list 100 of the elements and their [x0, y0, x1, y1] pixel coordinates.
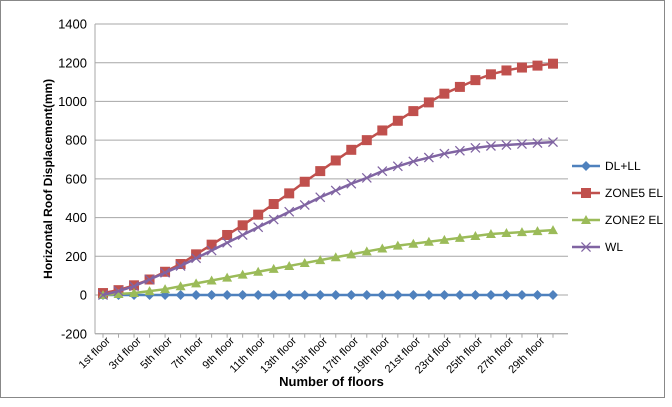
point	[362, 172, 372, 183]
point	[346, 290, 356, 300]
point	[129, 288, 140, 298]
point	[330, 290, 341, 300]
point	[346, 144, 356, 155]
point	[470, 75, 480, 86]
point	[501, 228, 512, 238]
point	[408, 106, 418, 116]
point	[501, 65, 512, 76]
point	[284, 290, 294, 300]
point	[268, 290, 279, 300]
point	[408, 156, 418, 166]
point	[377, 125, 388, 136]
point	[424, 97, 434, 108]
point	[424, 236, 434, 246]
point	[206, 275, 217, 284]
point	[253, 290, 264, 300]
point	[439, 290, 450, 300]
y-tick-label: 1400	[58, 16, 87, 32]
point	[470, 142, 480, 153]
y-tick-label: 200	[65, 248, 87, 264]
legend-label: WL	[605, 240, 624, 254]
point	[501, 290, 512, 300]
point	[238, 290, 248, 300]
point	[191, 290, 202, 300]
point	[330, 252, 341, 262]
point	[408, 238, 418, 248]
y-tick-label: 0	[80, 288, 87, 303]
point	[300, 258, 310, 268]
point	[222, 238, 232, 248]
y-tick-label: 600	[65, 171, 87, 186]
point	[392, 240, 403, 250]
point	[454, 232, 465, 242]
point	[300, 290, 310, 300]
legend-label: DL+LL	[605, 159, 642, 174]
point	[362, 135, 372, 146]
point	[300, 176, 310, 187]
point	[238, 220, 248, 230]
point	[284, 188, 294, 198]
point	[284, 260, 294, 270]
point	[176, 290, 186, 300]
point	[206, 245, 217, 256]
point	[362, 290, 372, 300]
point	[392, 116, 403, 126]
legend-label: ZONE5 EL	[605, 186, 664, 200]
point	[470, 290, 480, 300]
point	[439, 148, 450, 159]
point	[238, 270, 248, 279]
y-axis-title: Horizontal Roof Displacement(mm)	[41, 78, 55, 279]
point	[268, 214, 279, 224]
y-tick-label: 1000	[58, 94, 87, 109]
point	[548, 225, 558, 234]
point	[377, 166, 388, 176]
point	[253, 210, 264, 220]
point	[315, 290, 326, 300]
point	[486, 140, 496, 151]
point	[392, 290, 403, 300]
point	[486, 229, 496, 238]
point	[424, 152, 434, 163]
point	[206, 290, 217, 300]
point	[222, 272, 232, 282]
point	[268, 199, 279, 210]
point	[362, 246, 372, 256]
point	[454, 290, 465, 300]
point	[486, 69, 496, 80]
point	[222, 230, 232, 240]
point	[486, 290, 496, 300]
point	[238, 230, 248, 240]
point	[315, 255, 326, 264]
point	[377, 290, 388, 300]
point	[532, 290, 542, 300]
point	[470, 230, 480, 240]
point	[144, 286, 155, 296]
y-tick-label: 400	[65, 210, 87, 226]
point	[454, 82, 465, 92]
point	[516, 227, 527, 236]
point	[377, 244, 388, 253]
point	[160, 284, 170, 294]
point	[191, 253, 202, 264]
point	[454, 146, 465, 156]
point	[253, 266, 264, 276]
point	[300, 200, 310, 210]
point	[439, 88, 450, 99]
point	[548, 290, 558, 300]
point	[346, 249, 356, 258]
point	[191, 278, 202, 288]
point	[330, 185, 341, 196]
point	[222, 290, 232, 300]
point	[516, 62, 527, 73]
y-tick-label: 800	[65, 132, 87, 148]
x-axis-title: Number of floors	[279, 374, 384, 389]
point	[439, 234, 450, 244]
point	[548, 58, 558, 69]
point	[424, 290, 434, 300]
point	[315, 166, 326, 176]
point	[408, 290, 418, 300]
point	[268, 264, 279, 273]
point	[532, 226, 542, 236]
y-tick-label: 1200	[58, 55, 87, 70]
legend-label: ZONE2 EL	[605, 213, 664, 228]
